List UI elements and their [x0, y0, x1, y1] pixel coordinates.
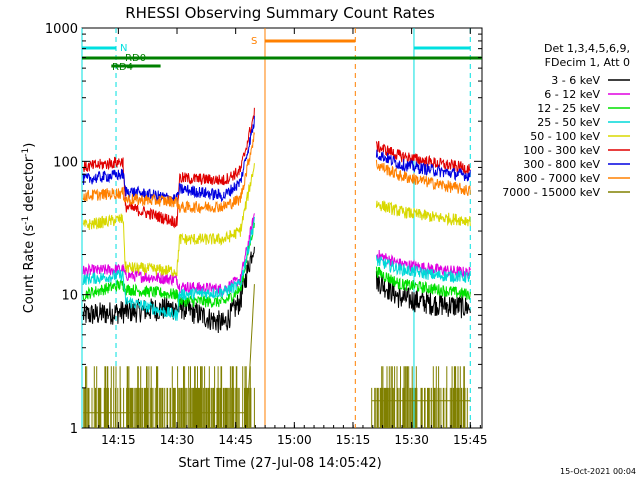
x-tick-label-0: 14:15: [101, 433, 136, 447]
time-markers: [81, 28, 471, 428]
series-0-seg2: [375, 270, 471, 319]
y-axis-label: Count Rate (s-1 detector-1): [21, 143, 37, 314]
x-tick-label-4: 15:15: [336, 433, 371, 447]
series-5-seg2: [375, 140, 471, 175]
x-axis-ticks: 14:15 14:30 14:45 15:00 15:15 15:30 15:45: [88, 28, 488, 447]
legend-label-3: 25 - 50 keV: [537, 116, 600, 129]
series-2-seg1: [82, 222, 255, 308]
flag-label-s: S: [251, 36, 257, 47]
y-tick-label-1: 10: [61, 289, 78, 304]
series-8-spikes-0: [83, 366, 255, 428]
legend-label-6: 300 - 800 keV: [523, 158, 600, 171]
legend: Det 1,3,4,5,6,9, FDecim 1, Att 0 3 - 6 k…: [502, 42, 630, 199]
series-2-seg2: [375, 266, 471, 301]
x-tick-label-2: 14:45: [218, 433, 253, 447]
series-4-seg1: [82, 163, 255, 278]
chart-title: RHESSI Observing Summary Count Rates: [125, 4, 435, 22]
series-5-seg1: [82, 107, 255, 229]
series-6-seg2: [375, 149, 471, 182]
flag-label-rd0: RD0: [125, 53, 146, 64]
y-tick-label-0: 1: [70, 422, 78, 437]
legend-label-7: 800 - 7000 keV: [516, 172, 600, 185]
legend-header-line1: Det 1,3,4,5,6,9,: [544, 42, 630, 55]
series-7-seg1: [82, 132, 255, 214]
y-axis-label-sup1: -1: [21, 216, 31, 225]
x-tick-label-6: 15:45: [453, 433, 488, 447]
legend-label-0: 3 - 6 keV: [551, 74, 600, 87]
flag-label-n: N: [120, 43, 127, 54]
series-layer: [82, 107, 471, 428]
y-tick-label-3: 1000: [45, 22, 78, 37]
y-axis-label-part3: ): [22, 143, 37, 148]
series-1-seg1: [82, 213, 255, 297]
y-tick-label-2: 100: [53, 155, 78, 170]
y-axis-label-sup2: -1: [21, 148, 31, 157]
legend-header-line2: FDecim 1, Att 0: [545, 56, 630, 69]
x-axis-label: Start Time (27-Jul-08 14:05:42): [178, 456, 381, 471]
series-3-seg2: [375, 255, 471, 284]
series-3-seg1: [82, 216, 255, 321]
y-axis-label-part2: detector: [22, 156, 37, 216]
legend-label-4: 50 - 100 keV: [530, 130, 600, 143]
x-tick-label-3: 15:00: [277, 433, 312, 447]
legend-label-8: 7000 - 15000 keV: [502, 186, 600, 199]
footer-timestamp: 15-Oct-2021 00:04: [560, 467, 636, 476]
legend-label-5: 100 - 300 keV: [523, 144, 600, 157]
legend-label-1: 6 - 12 keV: [544, 88, 600, 101]
plot-frame: [81, 27, 483, 429]
y-axis-label-part1: Count Rate (s: [22, 225, 37, 314]
series-8-spikes-1: [371, 366, 468, 428]
series-7-seg2: [375, 159, 471, 196]
y-axis-ticks: 1 10 100 1000: [45, 22, 482, 437]
x-tick-label-5: 15:30: [394, 433, 429, 447]
flag-label-rd4: RD4: [112, 62, 133, 73]
series-4-seg2: [375, 200, 471, 227]
legend-label-2: 12 - 25 keV: [537, 102, 600, 115]
x-tick-label-1: 14:30: [160, 433, 195, 447]
